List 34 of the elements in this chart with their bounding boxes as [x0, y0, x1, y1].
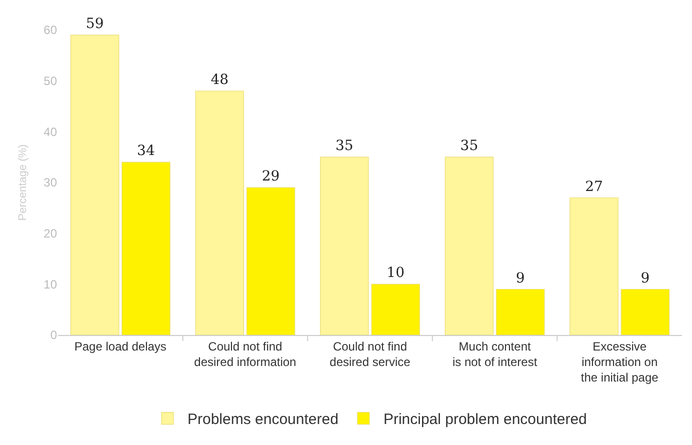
bar	[371, 284, 420, 335]
x-tick-label: Excessive information on the initial page	[580, 339, 659, 385]
data-label: 48	[210, 72, 229, 88]
y-tick-label: 10	[44, 277, 58, 292]
x-tick-label: Could not find desired service	[330, 339, 411, 369]
bar	[122, 162, 170, 335]
y-tick-label: 30	[44, 176, 58, 190]
legend-label: Problems encountered	[188, 411, 338, 428]
x-tick-label: Could not find desired information	[194, 339, 296, 369]
bar	[70, 34, 120, 335]
data-label: 59	[86, 16, 104, 32]
legend-label: Principal problem encountered	[383, 411, 587, 428]
data-label: 35	[460, 138, 478, 154]
data-label: 9	[640, 270, 650, 286]
x-tick-label: Page load delays	[74, 339, 166, 354]
y-tick-label: 40	[44, 124, 58, 139]
data-label: 29	[262, 168, 280, 185]
bar	[246, 187, 296, 335]
bar	[496, 288, 545, 335]
y-tick-label: 0	[50, 328, 58, 342]
y-tick-label: 50	[44, 74, 58, 88]
y-tick-label: 20	[44, 226, 58, 241]
x-tick-label: Much content is not of interest	[452, 339, 538, 369]
data-label: 9	[516, 270, 525, 286]
bar	[195, 90, 244, 335]
bar	[444, 156, 494, 335]
data-label: 10	[386, 265, 404, 282]
bar	[570, 197, 618, 335]
data-label: 34	[137, 143, 155, 160]
bar	[320, 156, 369, 335]
y-tick-label: 60	[44, 23, 58, 38]
bar	[620, 288, 670, 335]
data-label: 35	[336, 138, 354, 154]
data-label: 27	[585, 178, 603, 195]
